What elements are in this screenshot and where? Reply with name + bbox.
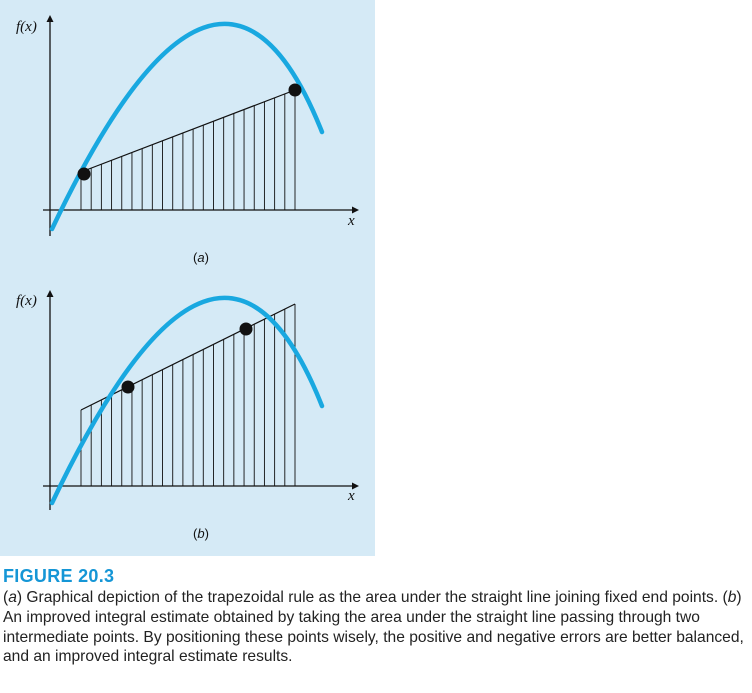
panel-label-a: (a) (193, 250, 209, 265)
figure-diagram: f(x) x (a) f(x) x (b) (16, 15, 359, 541)
y-axis-label-a: f(x) (16, 19, 37, 35)
function-curve-b (49, 295, 325, 506)
end-point-left-a (77, 167, 91, 181)
figure-title: FIGURE 20.3 (3, 566, 115, 586)
y-axis-label-b: f(x) (16, 293, 37, 309)
panel-label-b: (b) (193, 526, 209, 541)
x-axis-label-b: x (347, 488, 355, 504)
trapezoid-b-top-line (80, 303, 296, 411)
panel-b: f(x) x (b) (16, 290, 359, 541)
intermediate-point-right-b (239, 322, 253, 336)
x-axis-label-a: x (347, 213, 355, 229)
end-point-right-a (288, 83, 302, 97)
trapezoid-area-a (80, 89, 296, 210)
figure-caption: FIGURE 20.3 (a) Graphical depiction of t… (3, 566, 748, 667)
intermediate-point-left-b (121, 380, 135, 394)
figure-caption-text: (a) Graphical depiction of the trapezoid… (3, 589, 744, 666)
figure-panel: f(x) x (a) f(x) x (b) (0, 0, 375, 556)
function-curve-a (49, 21, 325, 232)
panel-a: f(x) x (a) (16, 15, 359, 265)
trapezoid-area-b (80, 303, 296, 486)
trapezoid-a-top-line (80, 89, 296, 173)
